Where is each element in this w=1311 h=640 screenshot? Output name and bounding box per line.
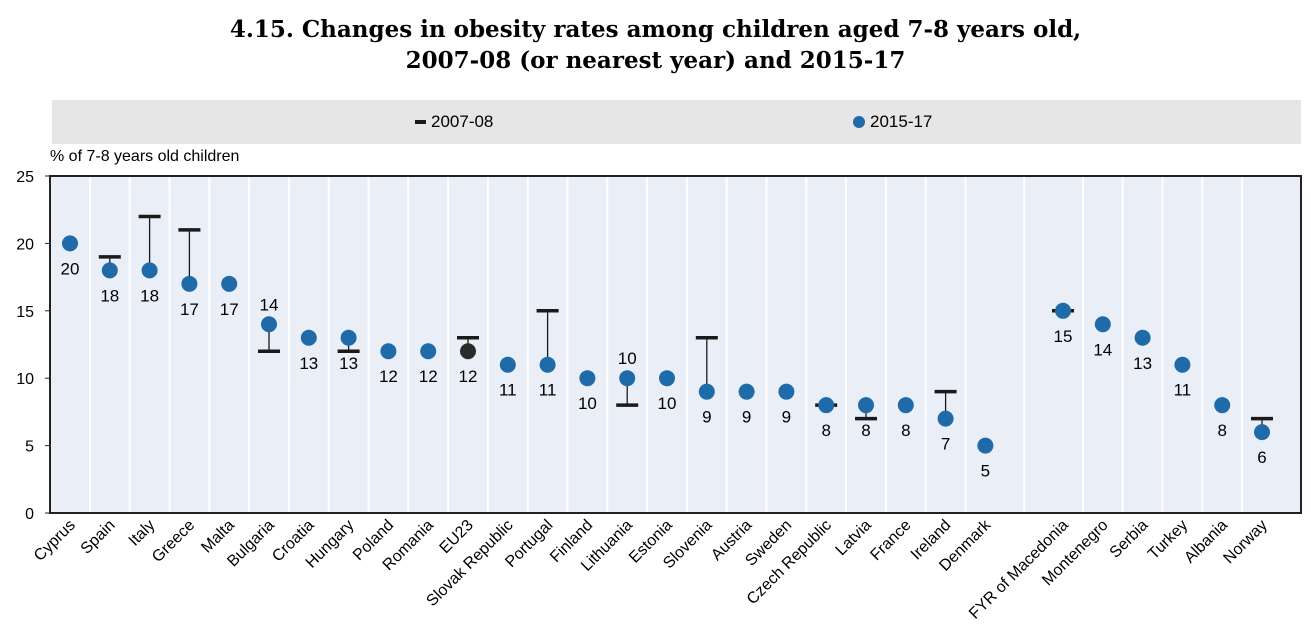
chart-title-line-2: 2007-08 (or nearest year) and 2015-17	[405, 47, 906, 74]
point-2015-17	[977, 437, 994, 454]
data-label: 6	[1257, 448, 1266, 467]
point-2015-17	[619, 370, 636, 387]
data-label: 13	[299, 354, 318, 373]
data-label: 8	[901, 421, 910, 440]
y-tick-label: 15	[16, 304, 34, 321]
y-tick-label: 25	[16, 169, 34, 186]
point-2015-17	[181, 275, 198, 292]
data-label: 5	[981, 462, 990, 481]
data-label: 14	[260, 295, 279, 314]
chart-title: 4.15. Changes in obesity rates among chi…	[0, 14, 1311, 76]
point-2015-17	[62, 235, 78, 252]
x-tick-label: Greece	[149, 517, 198, 566]
x-tick-label: Norway	[1220, 517, 1270, 567]
plot-frame	[49, 175, 1302, 514]
y-tick-label: 20	[16, 236, 34, 253]
point-2015-17	[937, 410, 954, 427]
y-axis-label: % of 7-8 years old children	[50, 148, 240, 165]
data-label: 20	[61, 259, 80, 278]
data-label: 9	[782, 408, 791, 427]
data-label: 18	[100, 286, 119, 305]
legend: 2007-08 2015-17	[52, 100, 1301, 144]
point-2015-17	[380, 343, 397, 360]
data-label: 17	[180, 300, 199, 319]
legend-item-2007-08: 2007-08	[415, 112, 493, 132]
point-2015-17	[1055, 302, 1072, 319]
point-2015-17	[1254, 424, 1271, 441]
point-2015-17-eu23	[460, 343, 476, 360]
point-2015-17	[1174, 356, 1191, 373]
point-2015-17	[579, 370, 596, 387]
plot-area	[50, 176, 1301, 513]
legend-item-2015-17: 2015-17	[853, 112, 932, 132]
data-label: 13	[1133, 354, 1152, 373]
data-label: 10	[618, 349, 637, 368]
x-tick-label: Serbia	[1107, 517, 1152, 562]
data-label: 12	[459, 367, 478, 386]
chart-title-line-1: 4.15. Changes in obesity rates among chi…	[229, 16, 1082, 43]
data-label: 7	[941, 435, 950, 454]
dash-marker-icon	[415, 120, 426, 124]
data-label: 8	[1217, 421, 1226, 440]
y-tick-label: 10	[16, 371, 34, 388]
point-2015-17	[778, 383, 795, 400]
data-label: 13	[339, 354, 358, 373]
x-tick-label: Spain	[78, 517, 119, 558]
x-tick-label: Italy	[126, 517, 159, 550]
data-label: 11	[499, 381, 517, 400]
data-label: 15	[1054, 327, 1073, 346]
point-2015-17	[101, 262, 118, 279]
data-label: 9	[742, 408, 751, 427]
point-2015-17	[738, 383, 755, 400]
legend-label-2007-08: 2007-08	[431, 112, 494, 131]
point-2015-17	[698, 383, 715, 400]
data-label: 17	[220, 300, 239, 319]
point-2015-17	[818, 397, 835, 414]
point-2015-17	[1214, 397, 1231, 414]
data-label: 8	[821, 421, 830, 440]
x-tick-label: France	[867, 517, 914, 564]
point-2015-17	[141, 262, 158, 279]
data-label: 10	[578, 394, 597, 413]
data-label: 11	[1174, 381, 1192, 400]
data-label: 12	[419, 367, 438, 386]
point-2015-17	[499, 356, 516, 373]
point-2015-17	[1094, 316, 1111, 333]
y-tick-label: 5	[25, 439, 34, 456]
point-2015-17	[659, 370, 675, 387]
point-2015-17	[221, 275, 238, 292]
y-tick-label: 0	[25, 506, 34, 523]
point-2015-17	[340, 329, 357, 346]
point-2015-17	[300, 329, 317, 346]
data-label: 8	[861, 421, 870, 440]
x-tick-label: Cyprus	[31, 517, 79, 565]
data-label: 10	[658, 394, 677, 413]
point-2015-17	[897, 397, 914, 414]
data-label: 18	[140, 286, 159, 305]
point-2015-17	[539, 356, 556, 373]
dot-marker-icon	[853, 116, 865, 128]
point-2015-17	[858, 397, 874, 414]
legend-label-2015-17: 2015-17	[870, 112, 933, 131]
data-label: 11	[539, 381, 557, 400]
data-label: 9	[702, 408, 711, 427]
point-2015-17	[261, 316, 277, 333]
data-label: 14	[1093, 340, 1112, 359]
point-2015-17	[420, 343, 437, 360]
point-2015-17	[1134, 329, 1151, 346]
data-label: 12	[379, 367, 398, 386]
